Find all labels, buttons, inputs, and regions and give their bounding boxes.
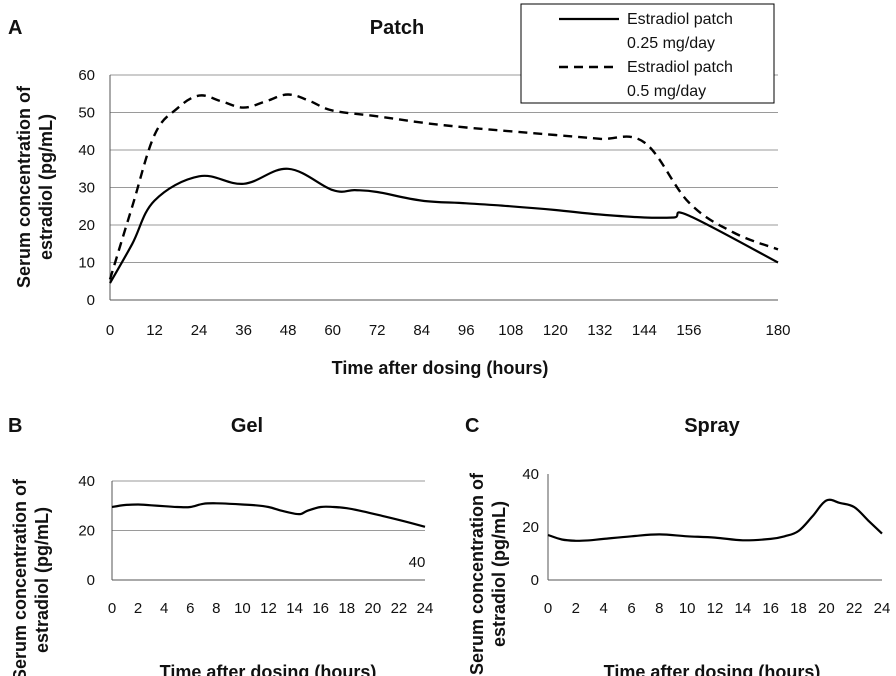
chart-patch: 0 10 20 30 40 50 60 0 12 24 36 48 60 72 84 96 108 120 132 1… <box>8 3 791 378</box>
x-tick-label: 20 <box>818 600 835 617</box>
y-axis-label-line: Serum concentration of <box>14 85 34 288</box>
annotation-label: 40 <box>409 554 426 571</box>
x-axis-label: Time after dosing (hours) <box>160 662 377 676</box>
y-tick-label: 0 <box>531 572 539 589</box>
y-tick-label: 40 <box>78 142 95 159</box>
y-axis-label-line: estradiol (pg/mL) <box>489 501 509 647</box>
x-tick-label: 0 <box>108 600 116 617</box>
x-tick-label: 10 <box>679 600 696 617</box>
x-tick-label: 180 <box>765 322 790 339</box>
panel-letter: A <box>8 17 22 39</box>
x-tick-label: 8 <box>655 600 663 617</box>
x-tick-label: 24 <box>191 322 208 339</box>
x-tick-label: 84 <box>413 322 430 339</box>
y-axis-label: Serum concentration of estradiol (pg/mL) <box>467 472 509 675</box>
panel-letter: B <box>8 415 22 437</box>
y-tick-label: 20 <box>522 519 539 536</box>
y-tick-label: 40 <box>78 473 95 490</box>
series-line-estradiol-patch-0-25-mg-day <box>109 167 779 284</box>
x-tick-label: 14 <box>734 600 751 617</box>
y-tick-label: 0 <box>87 572 95 589</box>
x-tick-label: 20 <box>364 600 381 617</box>
x-tick-label: 156 <box>676 322 701 339</box>
x-tick-label: 24 <box>874 600 891 617</box>
y-tick-label: 20 <box>78 217 95 234</box>
x-tick-label: 132 <box>587 322 612 339</box>
y-axis-label: Serum concentration of estradiol (pg/mL) <box>10 478 52 676</box>
series-line-gel <box>111 502 426 528</box>
x-tick-label: 108 <box>498 322 523 339</box>
legend-label: 0.25 mg/day <box>627 35 715 52</box>
x-tick-label: 18 <box>338 600 355 617</box>
series-line-estradiol-patch-0-5-mg-day <box>108 93 779 280</box>
x-tick-label: 24 <box>417 600 434 617</box>
x-tick-label: 6 <box>186 600 194 617</box>
x-tick-label: 4 <box>599 600 607 617</box>
x-tick-label: 12 <box>146 322 163 339</box>
y-tick-label: 10 <box>78 255 95 272</box>
legend-label: Estradiol patch <box>627 59 733 76</box>
legend-label: 0.5 mg/day <box>627 83 706 100</box>
x-tick-label: 16 <box>312 600 329 617</box>
y-tick-label: 20 <box>78 523 95 540</box>
x-tick-label: 0 <box>106 322 114 339</box>
x-tick-label: 12 <box>707 600 724 617</box>
x-tick-label: 144 <box>632 322 657 339</box>
x-tick-label: 120 <box>543 322 568 339</box>
x-tick-label: 16 <box>762 600 779 617</box>
x-tick-label: 60 <box>324 322 341 339</box>
x-tick-label: 2 <box>134 600 142 617</box>
y-tick-label: 60 <box>78 67 95 84</box>
y-tick-label: 50 <box>78 105 95 122</box>
x-tick-label: 10 <box>234 600 251 617</box>
chart-title: Gel <box>231 415 263 437</box>
panel-letter: C <box>465 415 479 437</box>
x-tick-label: 48 <box>280 322 297 339</box>
chart-title: Spray <box>684 415 740 437</box>
x-tick-label: 0 <box>544 600 552 617</box>
y-axis-label-line: estradiol (pg/mL) <box>36 114 56 260</box>
y-axis-label: Serum concentration of estradiol (pg/mL) <box>14 85 56 288</box>
y-axis-label-line: Serum concentration of <box>10 478 30 676</box>
chart-title: Patch <box>370 17 424 39</box>
legend-label: Estradiol patch <box>627 11 733 28</box>
x-axis-label: Time after dosing (hours) <box>332 358 549 378</box>
y-axis-label-line: estradiol (pg/mL) <box>32 507 52 653</box>
x-tick-label: 18 <box>790 600 807 617</box>
y-tick-label: 0 <box>87 292 95 309</box>
x-tick-label: 2 <box>572 600 580 617</box>
legend-box <box>520 3 775 104</box>
x-tick-label: 36 <box>235 322 252 339</box>
x-tick-label: 14 <box>286 600 303 617</box>
x-tick-label: 6 <box>627 600 635 617</box>
x-tick-label: 8 <box>212 600 220 617</box>
y-axis-label-line: Serum concentration of <box>467 472 487 675</box>
x-tick-label: 96 <box>458 322 475 339</box>
x-tick-label: 72 <box>369 322 386 339</box>
y-tick-label: 40 <box>522 466 539 483</box>
x-tick-label: 4 <box>160 600 168 617</box>
x-tick-label: 22 <box>391 600 408 617</box>
x-tick-label: 12 <box>260 600 277 617</box>
x-axis-label: Time after dosing (hours) <box>604 662 821 676</box>
series-line-spray <box>547 498 883 542</box>
y-tick-label: 30 <box>78 180 95 197</box>
x-tick-label: 22 <box>846 600 863 617</box>
legend: Estradiol patch 0.25 mg/day Estradiol patc… <box>520 3 775 104</box>
